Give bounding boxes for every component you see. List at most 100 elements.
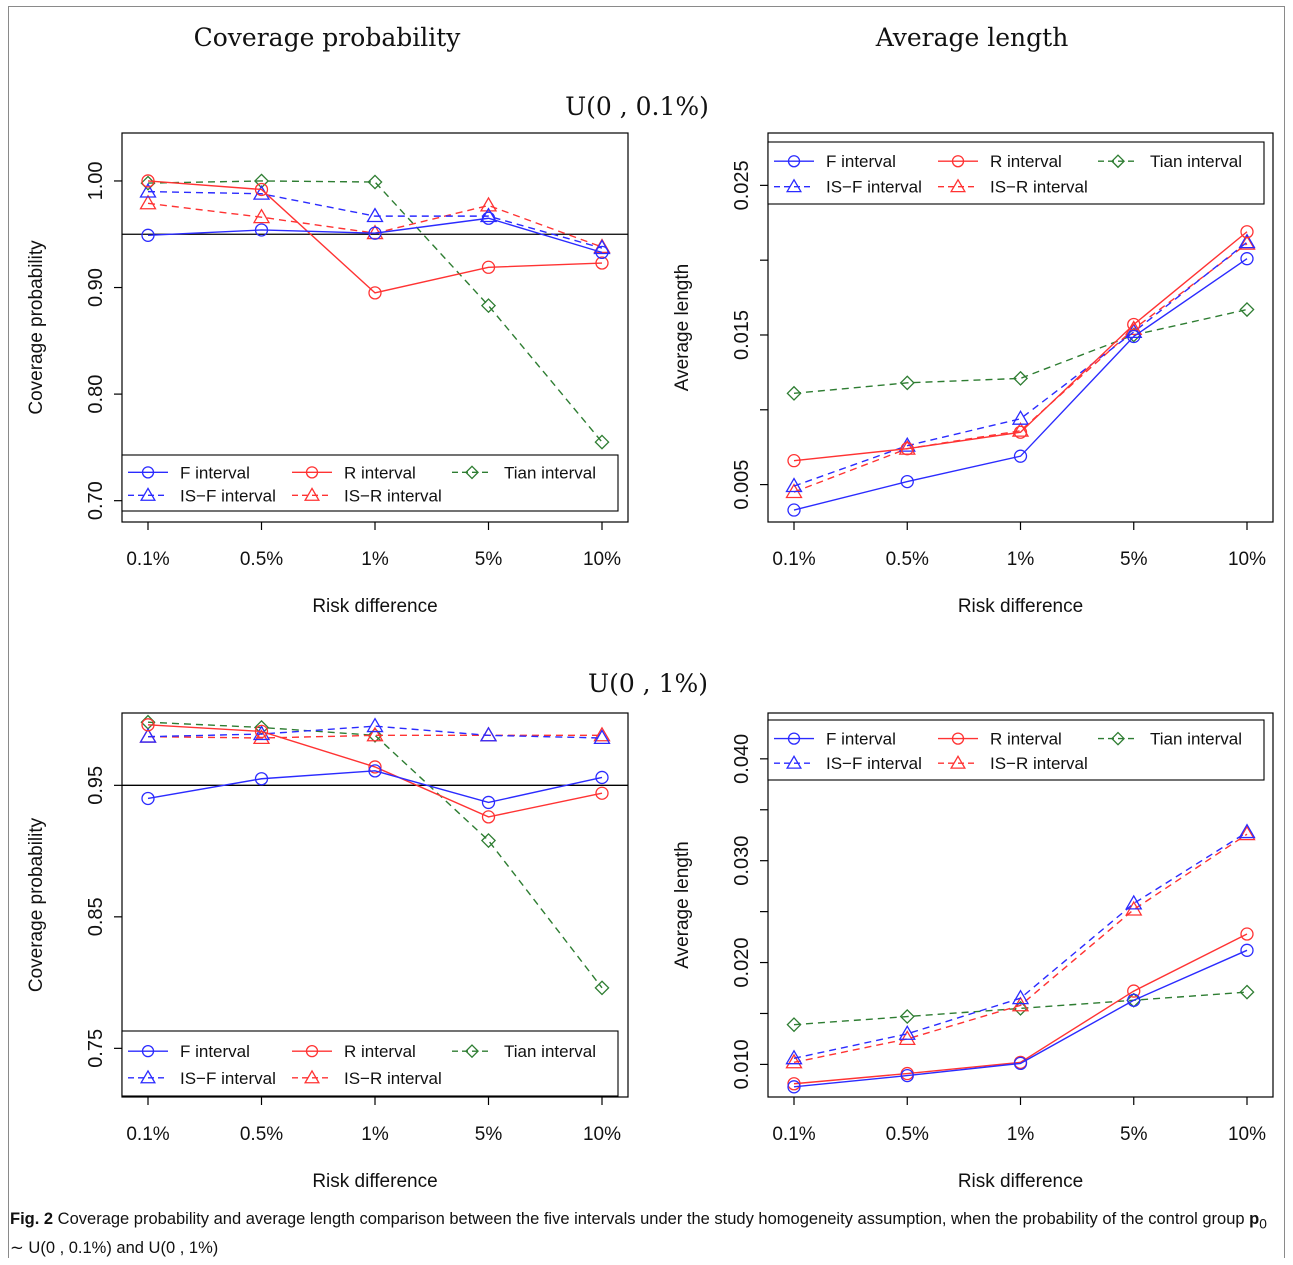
series-isr xyxy=(785,825,1256,1069)
series-line-isr xyxy=(793,833,1248,1064)
legend-entry-r: R interval xyxy=(938,730,1062,749)
data-point-f xyxy=(481,211,496,225)
legend-swatch-marker xyxy=(1111,731,1125,746)
data-point-r xyxy=(481,260,496,274)
y-tick-label: 0.020 xyxy=(731,938,753,988)
series-line-r xyxy=(793,231,1248,462)
data-point-f xyxy=(481,795,496,810)
data-point-r xyxy=(481,810,496,824)
chart-length-bottom: 0.010 0.020 0.030 0.040 0.1% 0.5% 1% 5% 10% Risk … xyxy=(672,712,1274,1192)
legend-label: F interval xyxy=(180,463,250,482)
legend-entry-r: R interval xyxy=(292,463,416,482)
y-tick-label: 0.95 xyxy=(85,766,107,805)
x-tick-label: 10% xyxy=(1228,1124,1266,1145)
y-tick-label: 0.85 xyxy=(85,897,107,936)
x-tick-label: 1% xyxy=(1007,1124,1035,1145)
legend-swatch-marker xyxy=(305,1045,319,1058)
legend-label: F interval xyxy=(826,152,896,171)
series-line-isf xyxy=(147,725,603,739)
legend-entry-f: F interval xyxy=(128,1042,250,1061)
legend-entry-isr: IS−R interval xyxy=(938,178,1088,197)
data-point-isf xyxy=(898,1025,916,1040)
legend-entry-tian: Tian interval xyxy=(1098,152,1242,171)
data-point-isf xyxy=(1238,823,1256,839)
series-line-isr xyxy=(793,243,1248,493)
legend-entry-f: F interval xyxy=(128,463,250,482)
legend-label: Tian interval xyxy=(504,463,596,482)
data-point-tian xyxy=(253,173,270,189)
y-tick-label: 0.030 xyxy=(731,836,753,886)
legend-swatch-marker xyxy=(785,178,803,193)
column-title-right: Average length xyxy=(875,23,1069,52)
legend-label: R interval xyxy=(344,463,416,482)
caption-text-after: ∼ U(0 , 0.1%) and U(0 , 1%) xyxy=(10,1239,219,1258)
data-point-isf xyxy=(1011,989,1030,1005)
data-point-r xyxy=(254,724,269,739)
y-tick-label: 0.025 xyxy=(731,160,753,210)
series-line-tian xyxy=(793,308,1248,395)
series-isf xyxy=(785,823,1256,1065)
data-point-r xyxy=(1240,927,1254,941)
x-axis-label: Risk difference xyxy=(958,596,1083,617)
data-point-tian xyxy=(480,298,497,314)
data-point-isr xyxy=(1238,825,1256,841)
y-tick-label: 0.75 xyxy=(85,1029,107,1068)
legend-box xyxy=(121,454,619,512)
legend-label: IS−F interval xyxy=(180,1069,276,1088)
y-axis-label: Average length xyxy=(672,264,693,391)
series-tian xyxy=(786,984,1255,1033)
data-point-isr xyxy=(252,729,271,745)
series-line-isf xyxy=(793,831,1248,1059)
series-isf xyxy=(139,717,611,745)
x-tick-label: 0.5% xyxy=(886,549,929,570)
legend-entry-isr: IS−R interval xyxy=(938,754,1088,773)
series-line-f xyxy=(793,258,1248,511)
legend-label: IS−R interval xyxy=(990,178,1088,197)
legend-label: IS−R interval xyxy=(990,754,1088,773)
data-point-f xyxy=(787,503,801,517)
data-point-r xyxy=(1240,225,1254,239)
data-point-tian xyxy=(899,1009,915,1025)
legend-swatch-marker xyxy=(951,155,965,168)
legend-entry-isf: IS−F interval xyxy=(128,1069,276,1088)
data-point-r xyxy=(141,718,155,732)
series-line-tian xyxy=(793,991,1248,1026)
legend-entry-f: F interval xyxy=(774,730,896,749)
x-tick-label: 5% xyxy=(475,1124,503,1145)
legend-entry-tian: Tian interval xyxy=(452,1042,596,1061)
data-point-tian xyxy=(367,727,383,743)
data-point-isf xyxy=(366,717,384,733)
x-tick-label: 0.1% xyxy=(772,549,815,570)
x-tick-label: 0.5% xyxy=(886,1124,929,1145)
data-point-isr xyxy=(593,726,611,742)
data-point-r xyxy=(141,174,155,188)
x-axis-label: Risk difference xyxy=(312,596,437,617)
data-point-isr xyxy=(479,726,498,742)
data-point-isf xyxy=(593,729,611,745)
legend-swatch-marker xyxy=(949,755,967,769)
row-title-top: U(0 , 0.1%) xyxy=(565,92,709,121)
legend-swatch-marker xyxy=(303,487,321,501)
series-line-f xyxy=(147,770,603,804)
data-point-f xyxy=(595,245,609,260)
y-tick-label: 0.010 xyxy=(731,1039,753,1089)
series-r xyxy=(141,174,609,300)
data-point-tian xyxy=(594,434,610,450)
data-point-tian xyxy=(1239,984,1255,1000)
legend-swatch-marker xyxy=(141,466,155,479)
data-point-isf xyxy=(366,207,384,223)
x-tick-label: 10% xyxy=(583,1124,621,1145)
series-f xyxy=(787,252,1254,517)
charts-canvas: Coverage probability Average length U(0 … xyxy=(26,23,1274,1192)
x-axis-label: Risk difference xyxy=(958,1171,1083,1192)
legend-box xyxy=(767,141,1265,205)
data-point-tian xyxy=(786,385,802,401)
data-point-r xyxy=(595,256,609,270)
legend-entry-isr: IS−R interval xyxy=(292,486,442,505)
legend-swatch-marker xyxy=(139,1069,157,1084)
caption-label: Fig. 2 xyxy=(10,1210,54,1228)
legend-label: IS−F interval xyxy=(826,754,922,773)
data-point-f xyxy=(368,226,382,240)
series-r xyxy=(787,225,1254,468)
data-point-tian xyxy=(480,833,497,849)
